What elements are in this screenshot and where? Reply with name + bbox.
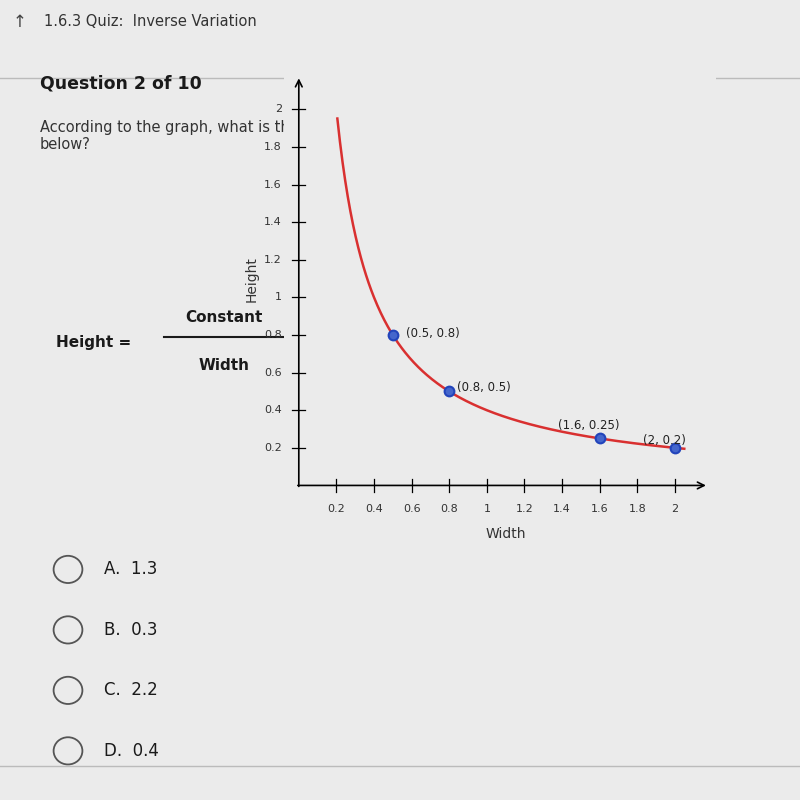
Text: 1.8: 1.8	[628, 504, 646, 514]
Text: 1.6: 1.6	[264, 179, 282, 190]
Text: According to the graph, what is the value of the constant in the equation
below?: According to the graph, what is the valu…	[40, 119, 576, 152]
Text: (0.8, 0.5): (0.8, 0.5)	[457, 381, 510, 394]
Text: Question 2 of 10: Question 2 of 10	[40, 74, 202, 92]
Text: 0.2: 0.2	[327, 504, 346, 514]
Text: Width: Width	[198, 358, 250, 373]
Text: 0.8: 0.8	[440, 504, 458, 514]
Text: (1.6, 0.25): (1.6, 0.25)	[558, 418, 620, 432]
Text: 1.2: 1.2	[264, 254, 282, 265]
Text: 1.6.3 Quiz:  Inverse Variation: 1.6.3 Quiz: Inverse Variation	[44, 14, 257, 30]
Text: 0.4: 0.4	[264, 406, 282, 415]
Text: 1.6: 1.6	[591, 504, 609, 514]
Text: C.  2.2: C. 2.2	[104, 682, 158, 699]
Text: ↑: ↑	[13, 13, 27, 31]
Text: Constant: Constant	[186, 310, 262, 325]
Text: (0.5, 0.8): (0.5, 0.8)	[406, 326, 460, 340]
Text: Height: Height	[245, 256, 258, 302]
Text: 1: 1	[483, 504, 490, 514]
Text: 1: 1	[275, 293, 282, 302]
Text: 1.2: 1.2	[515, 504, 534, 514]
Text: 2: 2	[274, 104, 282, 114]
Text: 0.8: 0.8	[264, 330, 282, 340]
Text: 0.2: 0.2	[264, 443, 282, 453]
Text: Width: Width	[486, 527, 526, 541]
Text: Height =: Height =	[56, 335, 137, 350]
Text: 2: 2	[671, 504, 678, 514]
Text: (2, 0.2): (2, 0.2)	[643, 434, 686, 447]
Text: A.  1.3: A. 1.3	[104, 561, 158, 578]
Text: 1.8: 1.8	[264, 142, 282, 152]
Text: D.  0.4: D. 0.4	[104, 742, 159, 760]
Text: 1.4: 1.4	[264, 217, 282, 227]
Text: B.  0.3: B. 0.3	[104, 621, 158, 639]
Text: 0.4: 0.4	[365, 504, 383, 514]
Text: 1.4: 1.4	[553, 504, 571, 514]
Text: 0.6: 0.6	[264, 368, 282, 378]
Text: 0.6: 0.6	[403, 504, 421, 514]
